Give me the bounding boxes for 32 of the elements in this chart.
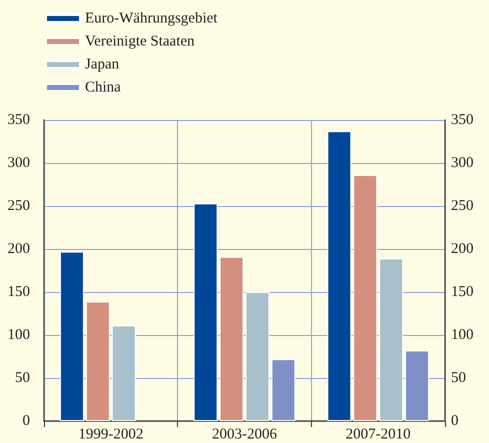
bar	[405, 350, 430, 421]
y2-tick-label: 50	[451, 370, 466, 386]
y-tick-label: 0	[22, 413, 30, 429]
bar	[220, 256, 244, 421]
bar	[86, 301, 110, 421]
y2-tick-label: 0	[451, 413, 458, 429]
x-tick-label: 2003-2006	[212, 426, 278, 442]
y2-tick-label: 100	[451, 327, 474, 343]
bar	[379, 258, 404, 421]
y2-tick-label: 300	[451, 155, 474, 171]
y-tick-label: 250	[8, 198, 30, 214]
legend-label: Vereinigte Staaten	[85, 34, 196, 50]
bar	[60, 252, 84, 421]
bar	[112, 326, 136, 421]
y-tick-label: 100	[8, 327, 30, 343]
y-tick-label: 50	[15, 370, 30, 386]
legend-label: Euro-Währungsgebiet	[85, 10, 218, 26]
x-tick-label: 1999-2002	[78, 426, 144, 442]
bar	[271, 359, 296, 421]
bar	[245, 292, 270, 421]
y-tick-label: 350	[8, 112, 30, 128]
y2-tick-label: 350	[451, 112, 474, 128]
y2-tick-label: 200	[451, 241, 474, 257]
legend-label: China	[85, 80, 122, 96]
y-tick-label: 300	[8, 155, 30, 171]
legend-label: Japan	[85, 56, 120, 72]
x-tick-label: 2007-2010	[346, 426, 411, 442]
bar	[194, 203, 218, 421]
y-tick-label: 200	[8, 241, 30, 257]
y2-tick-label: 250	[451, 198, 474, 214]
y2-tick-label: 150	[451, 284, 474, 300]
y-tick-label: 150	[8, 284, 30, 300]
